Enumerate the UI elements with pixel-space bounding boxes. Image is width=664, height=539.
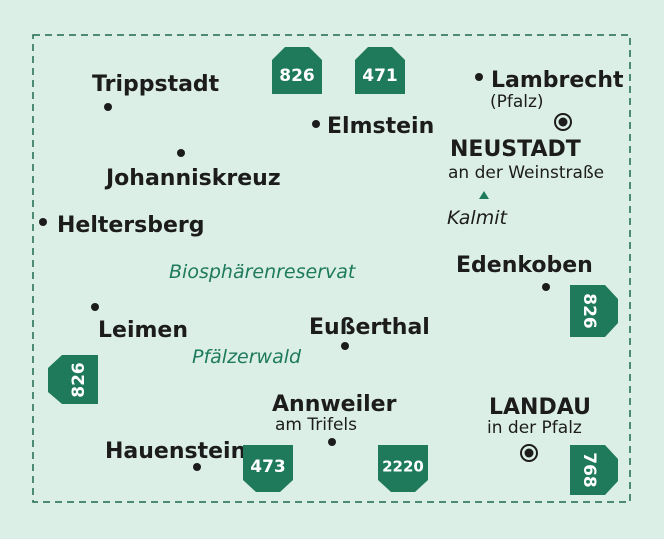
peak-name: Kalmit xyxy=(447,207,508,229)
town-dot xyxy=(91,303,99,311)
place-name: Johanniskreuz xyxy=(104,166,281,191)
sheet-number: 826 xyxy=(579,293,599,329)
city-dot xyxy=(558,117,568,127)
place-subtitle: an der Weinstraße xyxy=(448,163,604,183)
town-dot xyxy=(39,218,47,226)
place-name: Lambrecht xyxy=(491,68,624,93)
peak-marker xyxy=(479,191,489,199)
town-dot xyxy=(193,463,201,471)
place-name: Annweiler xyxy=(272,392,397,417)
town-dot xyxy=(542,283,550,291)
town-dot xyxy=(341,342,349,350)
city-marker xyxy=(520,444,538,462)
sheet-number: 768 xyxy=(579,452,599,488)
place-name: Trippstadt xyxy=(92,72,220,97)
map-frame xyxy=(32,34,631,503)
sheet-number: 826 xyxy=(69,362,89,398)
sheet-badge xyxy=(48,355,98,404)
city-dot xyxy=(524,448,534,458)
place-name: Heltersberg xyxy=(57,213,205,238)
region-name: Biosphärenreservat xyxy=(169,261,357,283)
town-dot xyxy=(104,103,112,111)
sheet-badge xyxy=(570,445,618,495)
place-subtitle: am Trifels xyxy=(275,415,357,435)
sheet-number: 2220 xyxy=(382,458,424,476)
region-name: Pfälzerwald xyxy=(192,346,302,368)
place-name: Edenkoben xyxy=(456,253,593,278)
sheet-badge xyxy=(243,445,293,492)
sheet-number: 826 xyxy=(279,66,315,86)
place-subtitle: (Pfalz) xyxy=(490,92,544,112)
sheet-number: 471 xyxy=(362,66,398,86)
place-subtitle: in der Pfalz xyxy=(487,418,582,438)
town-dot xyxy=(328,438,336,446)
sheet-badge xyxy=(570,285,618,337)
place-name: NEUSTADT xyxy=(450,137,581,162)
place-name: Eußerthal xyxy=(309,315,430,340)
town-dot xyxy=(177,149,185,157)
place-name: LANDAU xyxy=(489,395,591,420)
place-name: Leimen xyxy=(98,318,188,343)
town-dot xyxy=(312,120,320,128)
place-name: Elmstein xyxy=(327,114,434,139)
sheet-badge xyxy=(378,445,428,492)
place-name: Hauenstein xyxy=(105,439,246,464)
town-dot xyxy=(475,73,483,81)
sheet-number: 473 xyxy=(250,457,286,477)
sheet-badge xyxy=(272,47,322,94)
sheet-badge xyxy=(355,47,405,94)
city-marker xyxy=(554,113,572,131)
